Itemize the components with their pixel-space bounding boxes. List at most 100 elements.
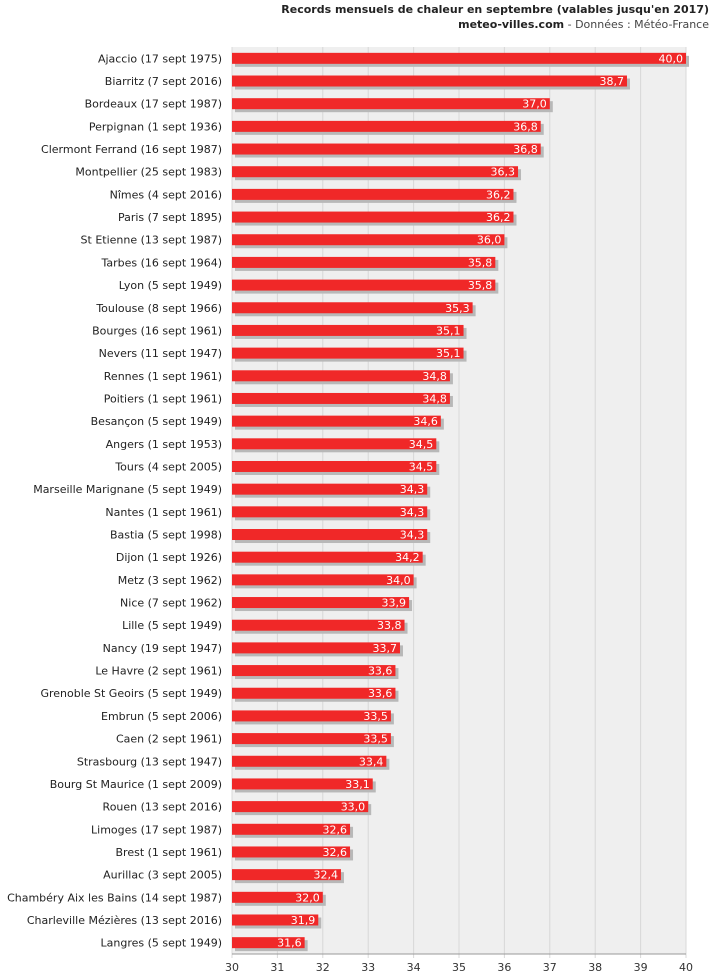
category-label: Montpellier (25 sept 1983) xyxy=(75,166,222,179)
bar xyxy=(232,551,423,563)
category-label: Le Havre (2 sept 1961) xyxy=(95,665,222,678)
value-label: 34,5 xyxy=(409,438,434,451)
bar xyxy=(232,211,514,223)
bar xyxy=(232,823,351,835)
value-label: 36,8 xyxy=(513,120,538,133)
value-label: 36,3 xyxy=(491,166,516,179)
x-tick-label: 38 xyxy=(588,961,602,974)
data-source: - Données : Météo-France xyxy=(564,18,709,31)
chart-subtitle: meteo-villes.com - Données : Météo-Franc… xyxy=(281,17,709,32)
bar xyxy=(232,642,400,654)
bar xyxy=(232,415,441,427)
bar xyxy=(232,619,405,631)
value-label: 35,8 xyxy=(468,256,493,269)
category-label: Angers (1 sept 1953) xyxy=(106,438,222,451)
category-label: Caen (2 sept 1961) xyxy=(116,733,222,746)
bar xyxy=(232,188,514,200)
category-label: Chambéry Aix les Bains (14 sept 1987) xyxy=(7,891,222,904)
value-label: 40,0 xyxy=(659,52,684,65)
value-label: 38,7 xyxy=(599,75,624,88)
bar xyxy=(232,460,437,472)
category-label: Aurillac (3 sept 2005) xyxy=(103,869,222,882)
value-label: 34,3 xyxy=(400,506,425,519)
category-label: Nancy (19 sept 1947) xyxy=(103,642,222,655)
bar xyxy=(232,665,396,677)
value-label: 34,5 xyxy=(409,460,434,473)
category-label: Embrun (5 sept 2006) xyxy=(101,710,222,723)
bar xyxy=(232,733,391,745)
category-label: Clermont Ferrand (16 sept 1987) xyxy=(41,143,222,156)
bar xyxy=(232,846,351,858)
bar xyxy=(232,234,505,246)
x-tick-label: 33 xyxy=(361,961,375,974)
bar xyxy=(232,370,450,382)
value-label: 33,8 xyxy=(377,619,402,632)
category-label: Bourges (16 sept 1961) xyxy=(92,324,222,337)
category-label: Bastia (5 sept 1998) xyxy=(110,529,222,542)
value-label: 33,6 xyxy=(368,687,393,700)
category-label: Grenoble St Geoirs (5 sept 1949) xyxy=(40,687,222,700)
x-tick-label: 31 xyxy=(270,961,284,974)
value-label: 34,2 xyxy=(395,551,420,564)
bar xyxy=(232,279,496,291)
bar xyxy=(232,75,627,87)
x-tick-label: 32 xyxy=(316,961,330,974)
bar xyxy=(232,483,428,495)
bar xyxy=(232,256,496,268)
bar xyxy=(232,98,550,110)
bar xyxy=(232,801,369,813)
x-tick-label: 40 xyxy=(679,961,693,974)
category-label: Rouen (13 sept 2016) xyxy=(103,801,222,814)
value-label: 36,8 xyxy=(513,143,538,156)
value-label: 33,6 xyxy=(368,665,393,678)
value-label: 32,6 xyxy=(323,823,348,836)
value-label: 34,8 xyxy=(422,392,447,405)
x-tick-label: 36 xyxy=(497,961,511,974)
category-label: Nevers (11 sept 1947) xyxy=(99,347,222,360)
category-label: Charleville Mézières (13 sept 2016) xyxy=(27,914,222,927)
bar xyxy=(232,687,396,699)
category-label: Nantes (1 sept 1961) xyxy=(105,506,222,519)
value-label: 32,0 xyxy=(295,891,320,904)
category-label: Tarbes (16 sept 1964) xyxy=(100,256,222,269)
x-tick-label: 35 xyxy=(452,961,466,974)
value-label: 31,6 xyxy=(277,937,302,950)
value-label: 33,7 xyxy=(372,642,397,655)
bar xyxy=(232,869,341,881)
value-label: 33,5 xyxy=(363,733,388,746)
category-label: Nice (7 sept 1962) xyxy=(120,597,222,610)
value-label: 33,5 xyxy=(363,710,388,723)
bar xyxy=(232,392,450,404)
value-label: 32,4 xyxy=(313,869,338,882)
x-tick-label: 34 xyxy=(407,961,421,974)
value-label: 35,1 xyxy=(436,324,461,337)
value-label: 36,2 xyxy=(486,211,511,224)
bar xyxy=(232,143,541,155)
chart-title: Records mensuels de chaleur en septembre… xyxy=(281,3,709,16)
category-label: Marseille Marignane (5 sept 1949) xyxy=(33,483,222,496)
category-label: Strasbourg (13 sept 1947) xyxy=(77,755,222,768)
category-label: Lille (5 sept 1949) xyxy=(122,619,222,632)
value-label: 33,0 xyxy=(341,801,366,814)
value-label: 36,2 xyxy=(486,188,511,201)
category-label: Lyon (5 sept 1949) xyxy=(119,279,222,292)
value-label: 32,6 xyxy=(323,846,348,859)
value-label: 33,4 xyxy=(359,755,384,768)
bar xyxy=(232,914,319,926)
bar xyxy=(232,755,387,767)
category-label: Ajaccio (17 sept 1975) xyxy=(98,52,222,65)
category-label: Poitiers (1 sept 1961) xyxy=(104,392,222,405)
value-label: 34,6 xyxy=(413,415,438,428)
value-label: 34,3 xyxy=(400,483,425,496)
site-name: meteo-villes.com xyxy=(458,18,565,31)
bar xyxy=(232,597,410,609)
bar xyxy=(232,506,428,518)
category-label: Bourg St Maurice (1 sept 2009) xyxy=(50,778,222,791)
category-label: Tours (4 sept 2005) xyxy=(114,460,222,473)
category-label: Langres (5 sept 1949) xyxy=(101,937,222,950)
category-label: St Etienne (13 sept 1987) xyxy=(81,234,222,247)
bar xyxy=(232,438,437,450)
x-tick-label: 37 xyxy=(543,961,557,974)
bar xyxy=(232,52,686,64)
